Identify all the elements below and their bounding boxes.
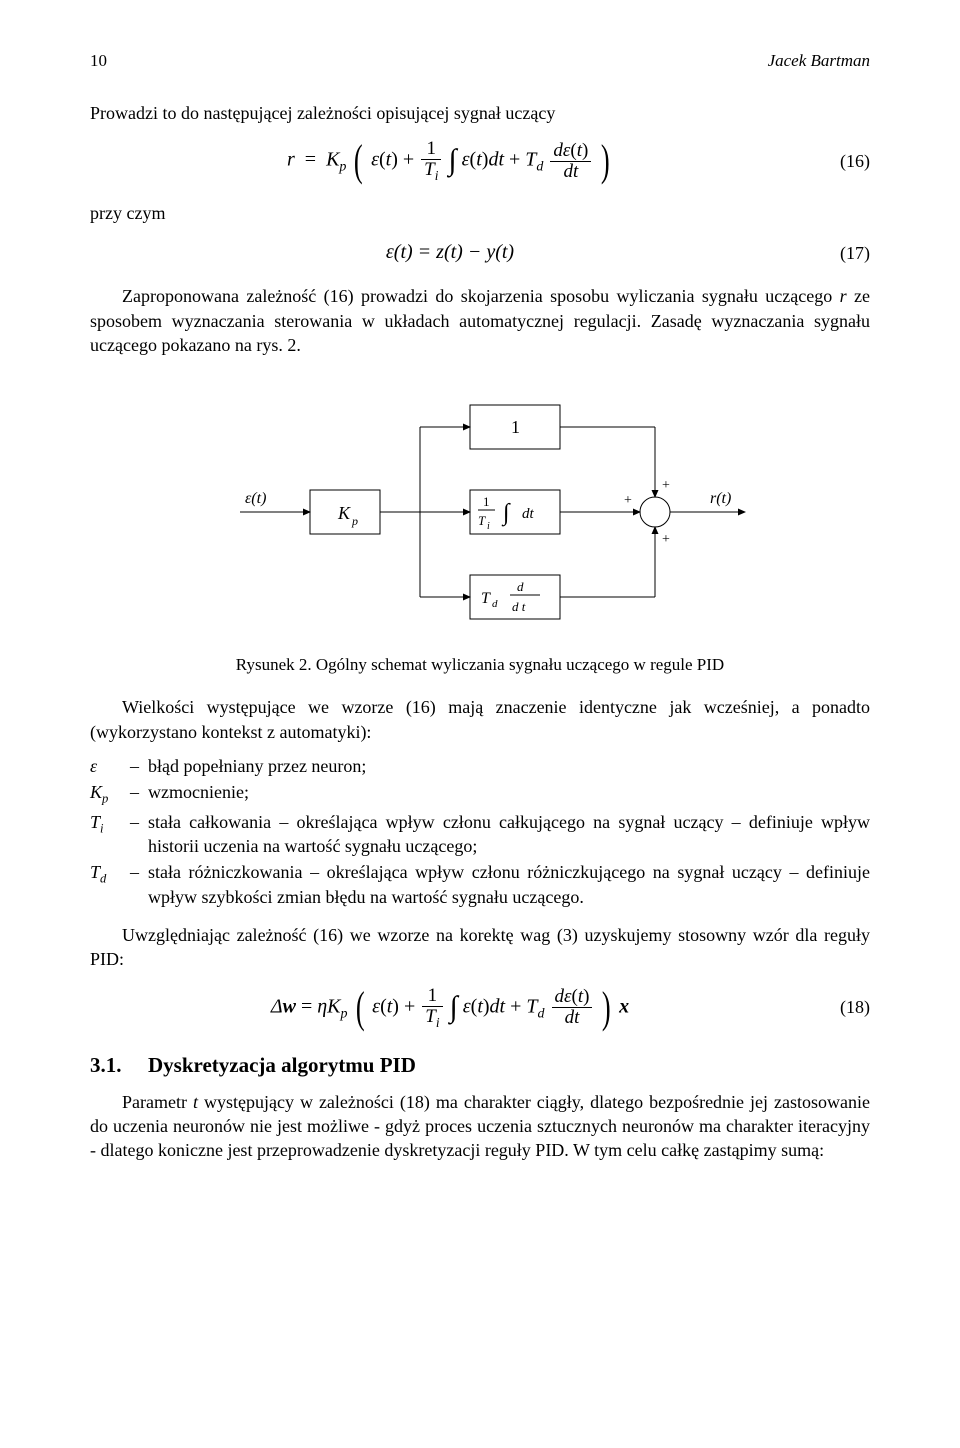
def-kp: Kp – wzmocnienie; [90,780,870,808]
def-eps: ε – błąd popełniany przez neuron; [90,754,870,778]
para-5: Parametr t występujący w zależności (18)… [90,1090,870,1163]
svg-text:1: 1 [511,417,520,437]
para-4: Uwzględniając zależność (16) we wzorze n… [90,923,870,972]
para-2: Zaproponowana zależność (16) prowadzi do… [90,284,870,357]
eq16-body: r = Kp ( ε(t) + 1Ti ∫ ε(t)dt + Td dε(t)d… [90,139,810,183]
page-number: 10 [90,50,107,73]
svg-text:T: T [481,590,491,607]
equation-18: Δw = ηKp ( ε(t) + 1Ti ∫ ε(t)dt + Td dε(t… [90,986,870,1030]
svg-text:d: d [492,598,498,610]
definition-list: ε – błąd popełniany przez neuron; Kp – w… [90,754,870,909]
equation-17: ε(t) = z(t) − y(t) (17) [90,239,870,266]
section-number: 3.1. [90,1051,148,1079]
def-ti: Ti – stała całkowania – określająca wpły… [90,810,870,859]
przy-czym: przy czym [90,201,870,225]
svg-text:ε(t): ε(t) [245,490,266,507]
eq16-number: (16) [810,149,870,173]
author-name: Jacek Bartman [768,50,870,73]
svg-text:r(t): r(t) [710,490,731,507]
section-title: Dyskretyzacja algorytmu PID [148,1051,416,1079]
svg-text:d: d [517,579,524,594]
svg-text:p: p [351,514,358,528]
eq18-body: Δw = ηKp ( ε(t) + 1Ti ∫ ε(t)dt + Td dε(t… [90,986,810,1030]
svg-text:i: i [487,521,490,532]
section-heading-3-1: 3.1. Dyskretyzacja algorytmu PID [90,1051,870,1079]
def-td: Td – stała różniczkowania – określająca … [90,860,870,909]
eq17-number: (17) [810,241,870,265]
svg-text:K: K [337,503,351,523]
equation-16: r = Kp ( ε(t) + 1Ti ∫ ε(t)dt + Td dε(t)d… [90,139,870,183]
svg-text:d t: d t [512,599,526,614]
svg-text:dt: dt [522,506,535,522]
para-3: Wielkości występujące we wzorze (16) maj… [90,695,870,744]
svg-text:1: 1 [483,494,490,509]
svg-text:+: + [662,478,670,493]
svg-text:+: + [662,532,670,547]
intro-para: Prowadzi to do następującej zależności o… [90,101,870,125]
eq17-body: ε(t) = z(t) − y(t) [90,239,810,266]
svg-text:T: T [478,513,486,528]
eq18-number: (18) [810,995,870,1019]
page-header: 10 Jacek Bartman [90,50,870,73]
figure-caption: Rysunek 2. Ogólny schemat wyliczania syg… [90,654,870,677]
block-diagram: K p 1 1 T i ∫ dt T d d d t ε(t) [90,375,870,646]
svg-text:+: + [624,493,632,508]
svg-text:∫: ∫ [501,500,511,527]
